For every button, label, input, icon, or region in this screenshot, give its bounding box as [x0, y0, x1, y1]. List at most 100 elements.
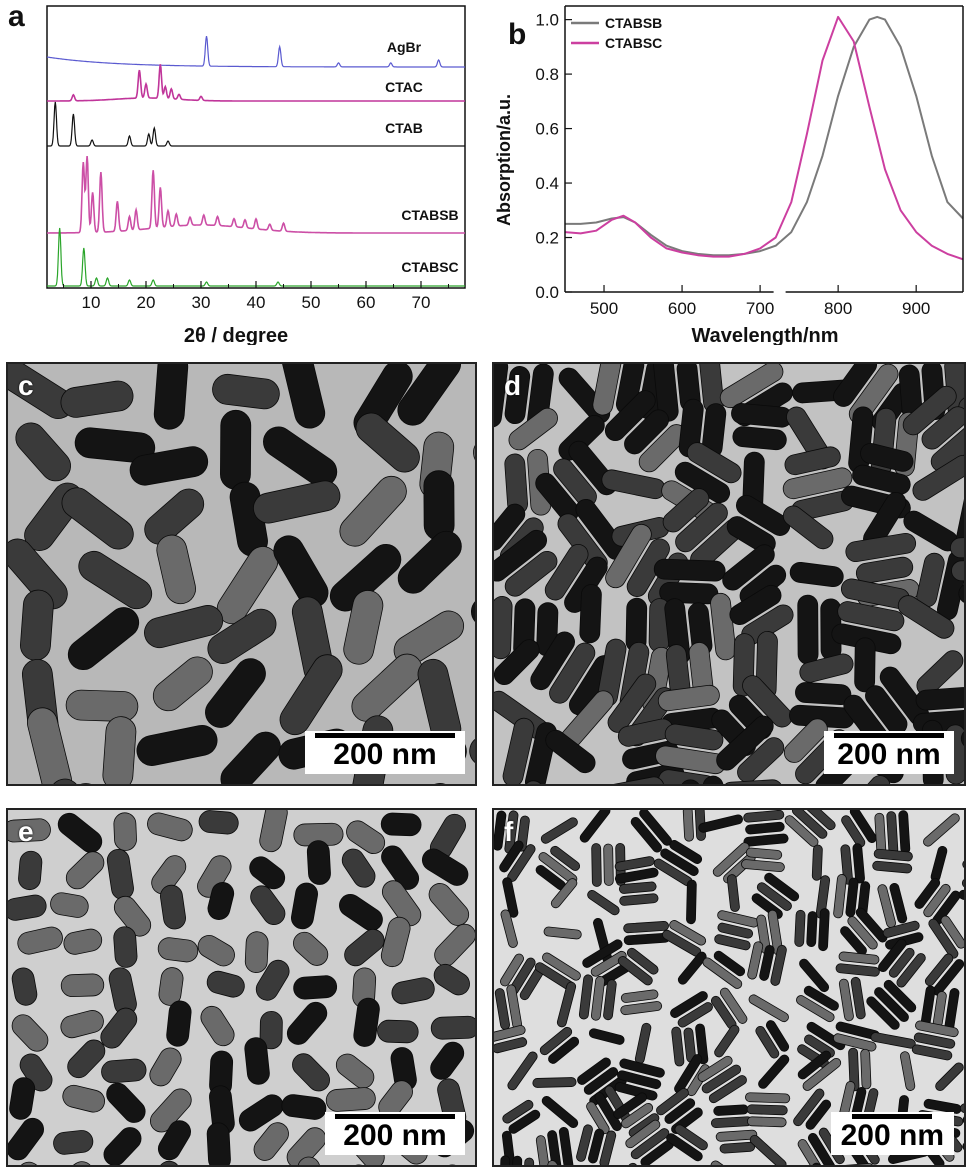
- nanorod: [549, 642, 596, 704]
- nanorod: [961, 878, 964, 896]
- nanorod: [617, 1070, 662, 1090]
- nanorod: [715, 1129, 758, 1142]
- nanorod: [590, 950, 627, 977]
- nanorod: [494, 503, 526, 551]
- nanorod: [500, 909, 518, 948]
- panel-label-a: a: [8, 0, 25, 33]
- nanorod: [795, 682, 852, 706]
- nanorod: [542, 952, 581, 981]
- nanorod: [682, 810, 694, 842]
- nanorod: [238, 1094, 284, 1132]
- xrd-x-tick-label: 30: [192, 293, 211, 312]
- nanorod: [286, 1127, 327, 1165]
- nanorod: [962, 1109, 964, 1125]
- nanorod: [669, 840, 703, 864]
- nanorod: [494, 529, 548, 582]
- scale-bar-line-f: [852, 1114, 933, 1119]
- nanorod: [657, 684, 720, 712]
- nanorod: [423, 470, 455, 541]
- nanorod: [784, 446, 841, 476]
- xrd-x-tick-label: 60: [357, 293, 376, 312]
- nanorod: [11, 1014, 49, 1052]
- nanorod: [799, 810, 836, 831]
- nanorod: [547, 1160, 577, 1165]
- nanorod: [280, 364, 326, 429]
- nanorod: [743, 810, 785, 823]
- xrd-x-tick-label: 50: [302, 293, 321, 312]
- nanorod: [582, 939, 623, 968]
- nanorod: [848, 1047, 860, 1092]
- nanorod: [617, 956, 653, 986]
- nanorod: [588, 1128, 605, 1164]
- panel-label-d: d: [504, 370, 522, 401]
- nanorod: [279, 654, 343, 736]
- nanorod: [719, 1141, 756, 1154]
- nanorod: [292, 1053, 330, 1092]
- nanorod: [8, 894, 47, 921]
- nanorod: [914, 877, 941, 909]
- nanorod: [157, 1120, 191, 1161]
- nanorod: [726, 516, 776, 554]
- nanorod: [587, 889, 620, 916]
- nanorod: [717, 922, 754, 939]
- scale-bar-d: 200 nm: [824, 731, 954, 774]
- nanorod: [67, 1039, 106, 1079]
- nanorod: [686, 442, 742, 484]
- xrd-x-axis-label: 2θ / degree: [184, 325, 288, 345]
- nanorod: [147, 812, 193, 842]
- nanorod: [381, 845, 420, 890]
- nanorod: [65, 689, 139, 722]
- nanorod: [854, 637, 876, 693]
- nanorod: [849, 810, 877, 843]
- panel-label-f: f: [504, 816, 514, 847]
- nanorod-field: [8, 364, 475, 784]
- nanorod: [782, 505, 834, 550]
- nanorod: [325, 1087, 376, 1112]
- nanorod: [746, 1104, 788, 1116]
- nanorod: [860, 442, 914, 472]
- nanorod: [207, 882, 235, 920]
- nanorod: [758, 1054, 790, 1089]
- nanorod: [494, 1037, 528, 1054]
- nanorod: [743, 833, 789, 847]
- nanorod: [783, 718, 828, 763]
- nanorod: [714, 934, 751, 951]
- nanorod: [745, 1092, 791, 1104]
- nanorod: [20, 778, 81, 784]
- xrd-series-label-ctabsc: CTABSC: [401, 259, 458, 275]
- nanorod: [397, 364, 462, 426]
- nanorod: [713, 950, 746, 977]
- nanorod: [291, 882, 318, 930]
- nanorod: [799, 653, 854, 683]
- nanorod: [113, 926, 138, 968]
- nanorod: [541, 1095, 579, 1128]
- panel-label-e: e: [18, 816, 34, 847]
- nanorod: [797, 1050, 832, 1080]
- nanorod: [504, 366, 531, 425]
- nanorod: [207, 608, 277, 664]
- nanorod: [198, 810, 239, 835]
- nanorod: [473, 434, 475, 469]
- nanorod: [253, 480, 341, 524]
- nanorod: [710, 1160, 751, 1165]
- nanorod: [577, 1057, 611, 1085]
- nanorod: [951, 558, 964, 582]
- nanorod: [674, 1124, 708, 1151]
- nanorod: [502, 717, 535, 784]
- nanorod: [281, 1094, 327, 1120]
- nanorod: [200, 1005, 235, 1047]
- nanorod: [428, 883, 470, 926]
- nanorod: [494, 1025, 526, 1042]
- nanorod: [656, 1087, 689, 1116]
- nanorod: [152, 656, 213, 712]
- nanorod: [346, 820, 386, 854]
- nanorod-field: [8, 810, 475, 1165]
- nanorod: [381, 880, 422, 927]
- absorption-x-tick-label: 600: [668, 299, 696, 318]
- nanorod: [149, 1088, 192, 1133]
- nanorod: [702, 957, 743, 989]
- nanorod: [206, 970, 245, 998]
- nanorod: [855, 907, 888, 943]
- xrd-series-label-agbr: AgBr: [387, 39, 422, 55]
